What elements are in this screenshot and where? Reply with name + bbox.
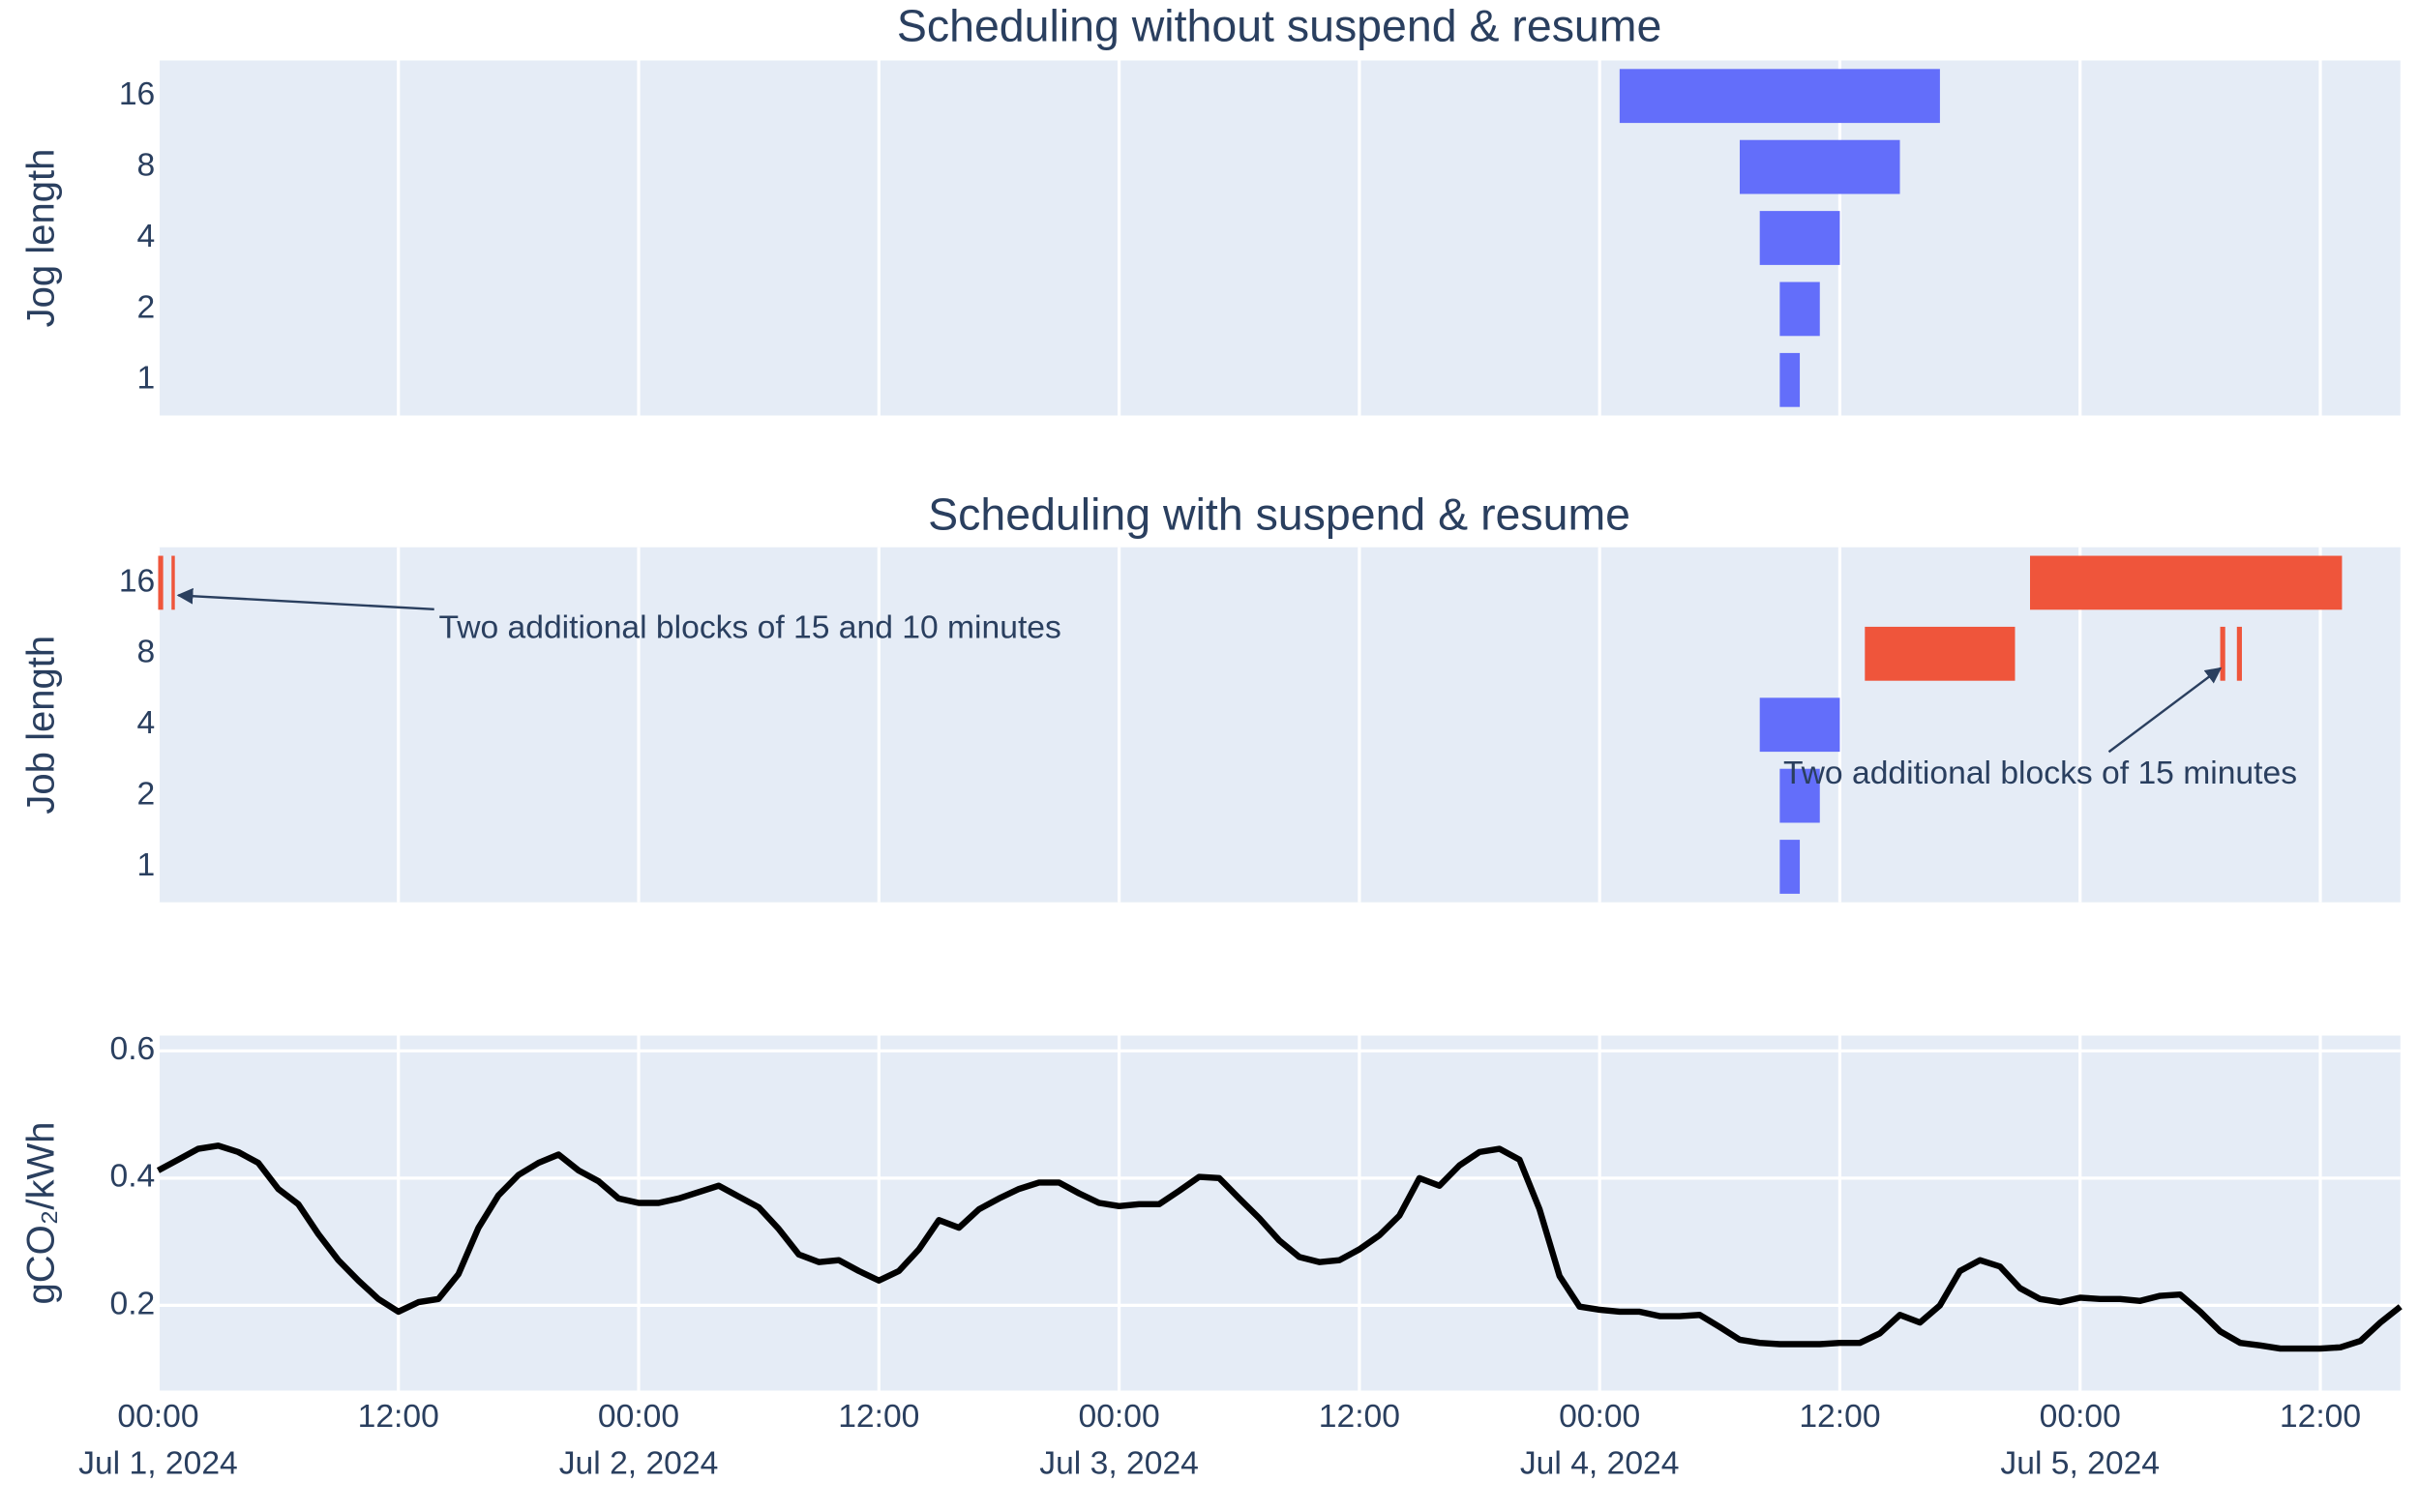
- bar: [1739, 139, 1900, 194]
- chart-title: Scheduling with suspend & resume: [928, 489, 1630, 540]
- y-tick-label: 0.4: [109, 1159, 155, 1195]
- y-tick-label: 0.2: [109, 1286, 155, 1321]
- annotation-arrow: [2107, 667, 2223, 754]
- y-tick-label: 0.6: [109, 1031, 155, 1067]
- plot-background: [158, 60, 2401, 416]
- plot-background: [158, 1035, 2401, 1391]
- bar: [158, 555, 164, 610]
- bar: [1779, 282, 1820, 337]
- y-tick-label: 4: [137, 705, 156, 741]
- y-tick-label: 8: [137, 635, 156, 670]
- y-tick-label: 8: [137, 147, 156, 183]
- bar: [1779, 768, 1820, 823]
- x-tick-label: 12:00: [1799, 1399, 1880, 1435]
- bar: [171, 555, 175, 610]
- bar: [2236, 626, 2242, 681]
- plot-background: [158, 547, 2401, 903]
- x-tick-label: 00:00: [117, 1399, 198, 1435]
- annotation-arrow: [176, 587, 434, 611]
- x-tick-date-label: Jul 5, 2024: [2000, 1445, 2160, 1481]
- x-tick-label: 12:00: [358, 1399, 439, 1435]
- bar: [1759, 211, 1840, 265]
- x-tick-label: 00:00: [1078, 1399, 1159, 1435]
- line: [156, 1142, 2403, 1352]
- x-tick-date-label: Jul 2, 2024: [559, 1445, 719, 1481]
- y-tick-label: 1: [137, 361, 156, 397]
- bar: [1759, 697, 1840, 753]
- y-tick-label: 4: [137, 219, 156, 254]
- y-tick-label: 16: [119, 76, 155, 112]
- bar: [1865, 626, 2016, 681]
- chart-title: Scheduling without suspend & resume: [897, 1, 1661, 51]
- y-axis-title: Job length: [19, 636, 62, 815]
- y-axis-title: gCO₂/kWh: [19, 1121, 62, 1304]
- x-tick-date-label: Jul 4, 2024: [1520, 1445, 1680, 1481]
- x-tick-date-label: Jul 1, 2024: [78, 1445, 238, 1481]
- bar: [1779, 352, 1801, 407]
- annotation: Two additional blocks of 15 and 10 minut…: [439, 610, 1061, 646]
- y-axis-title: Jog length: [19, 149, 62, 328]
- y-tick-label: 16: [119, 563, 155, 599]
- x-tick-label: 00:00: [2040, 1399, 2121, 1435]
- x-tick-date-label: Jul 3, 2024: [1039, 1445, 1199, 1481]
- bar: [2029, 555, 2343, 610]
- x-tick-label: 00:00: [598, 1399, 679, 1435]
- x-tick-label: 12:00: [838, 1399, 919, 1435]
- bar: [1779, 840, 1801, 894]
- x-tick-label: 00:00: [1559, 1399, 1640, 1435]
- y-tick-label: 2: [137, 289, 156, 325]
- bar: [1619, 69, 1940, 124]
- annotation: Two additional blocks of 15 minutes: [1783, 756, 2297, 791]
- y-tick-label: 1: [137, 847, 156, 883]
- y-tick-label: 2: [137, 776, 156, 812]
- x-tick-label: 12:00: [1319, 1399, 1400, 1435]
- x-tick-label: 12:00: [2280, 1399, 2361, 1435]
- bar: [2220, 626, 2225, 681]
